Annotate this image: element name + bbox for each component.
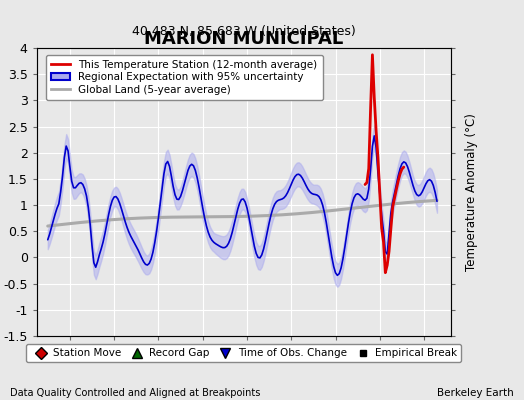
Text: Berkeley Earth: Berkeley Earth (437, 388, 514, 398)
Text: 40.483 N, 85.683 W (United States): 40.483 N, 85.683 W (United States) (132, 25, 356, 38)
Text: Data Quality Controlled and Aligned at Breakpoints: Data Quality Controlled and Aligned at B… (10, 388, 261, 398)
Legend: Station Move, Record Gap, Time of Obs. Change, Empirical Break: Station Move, Record Gap, Time of Obs. C… (26, 344, 461, 362)
Title: MARION MUNICIPAL: MARION MUNICIPAL (144, 30, 343, 48)
Y-axis label: Temperature Anomaly (°C): Temperature Anomaly (°C) (465, 113, 478, 271)
